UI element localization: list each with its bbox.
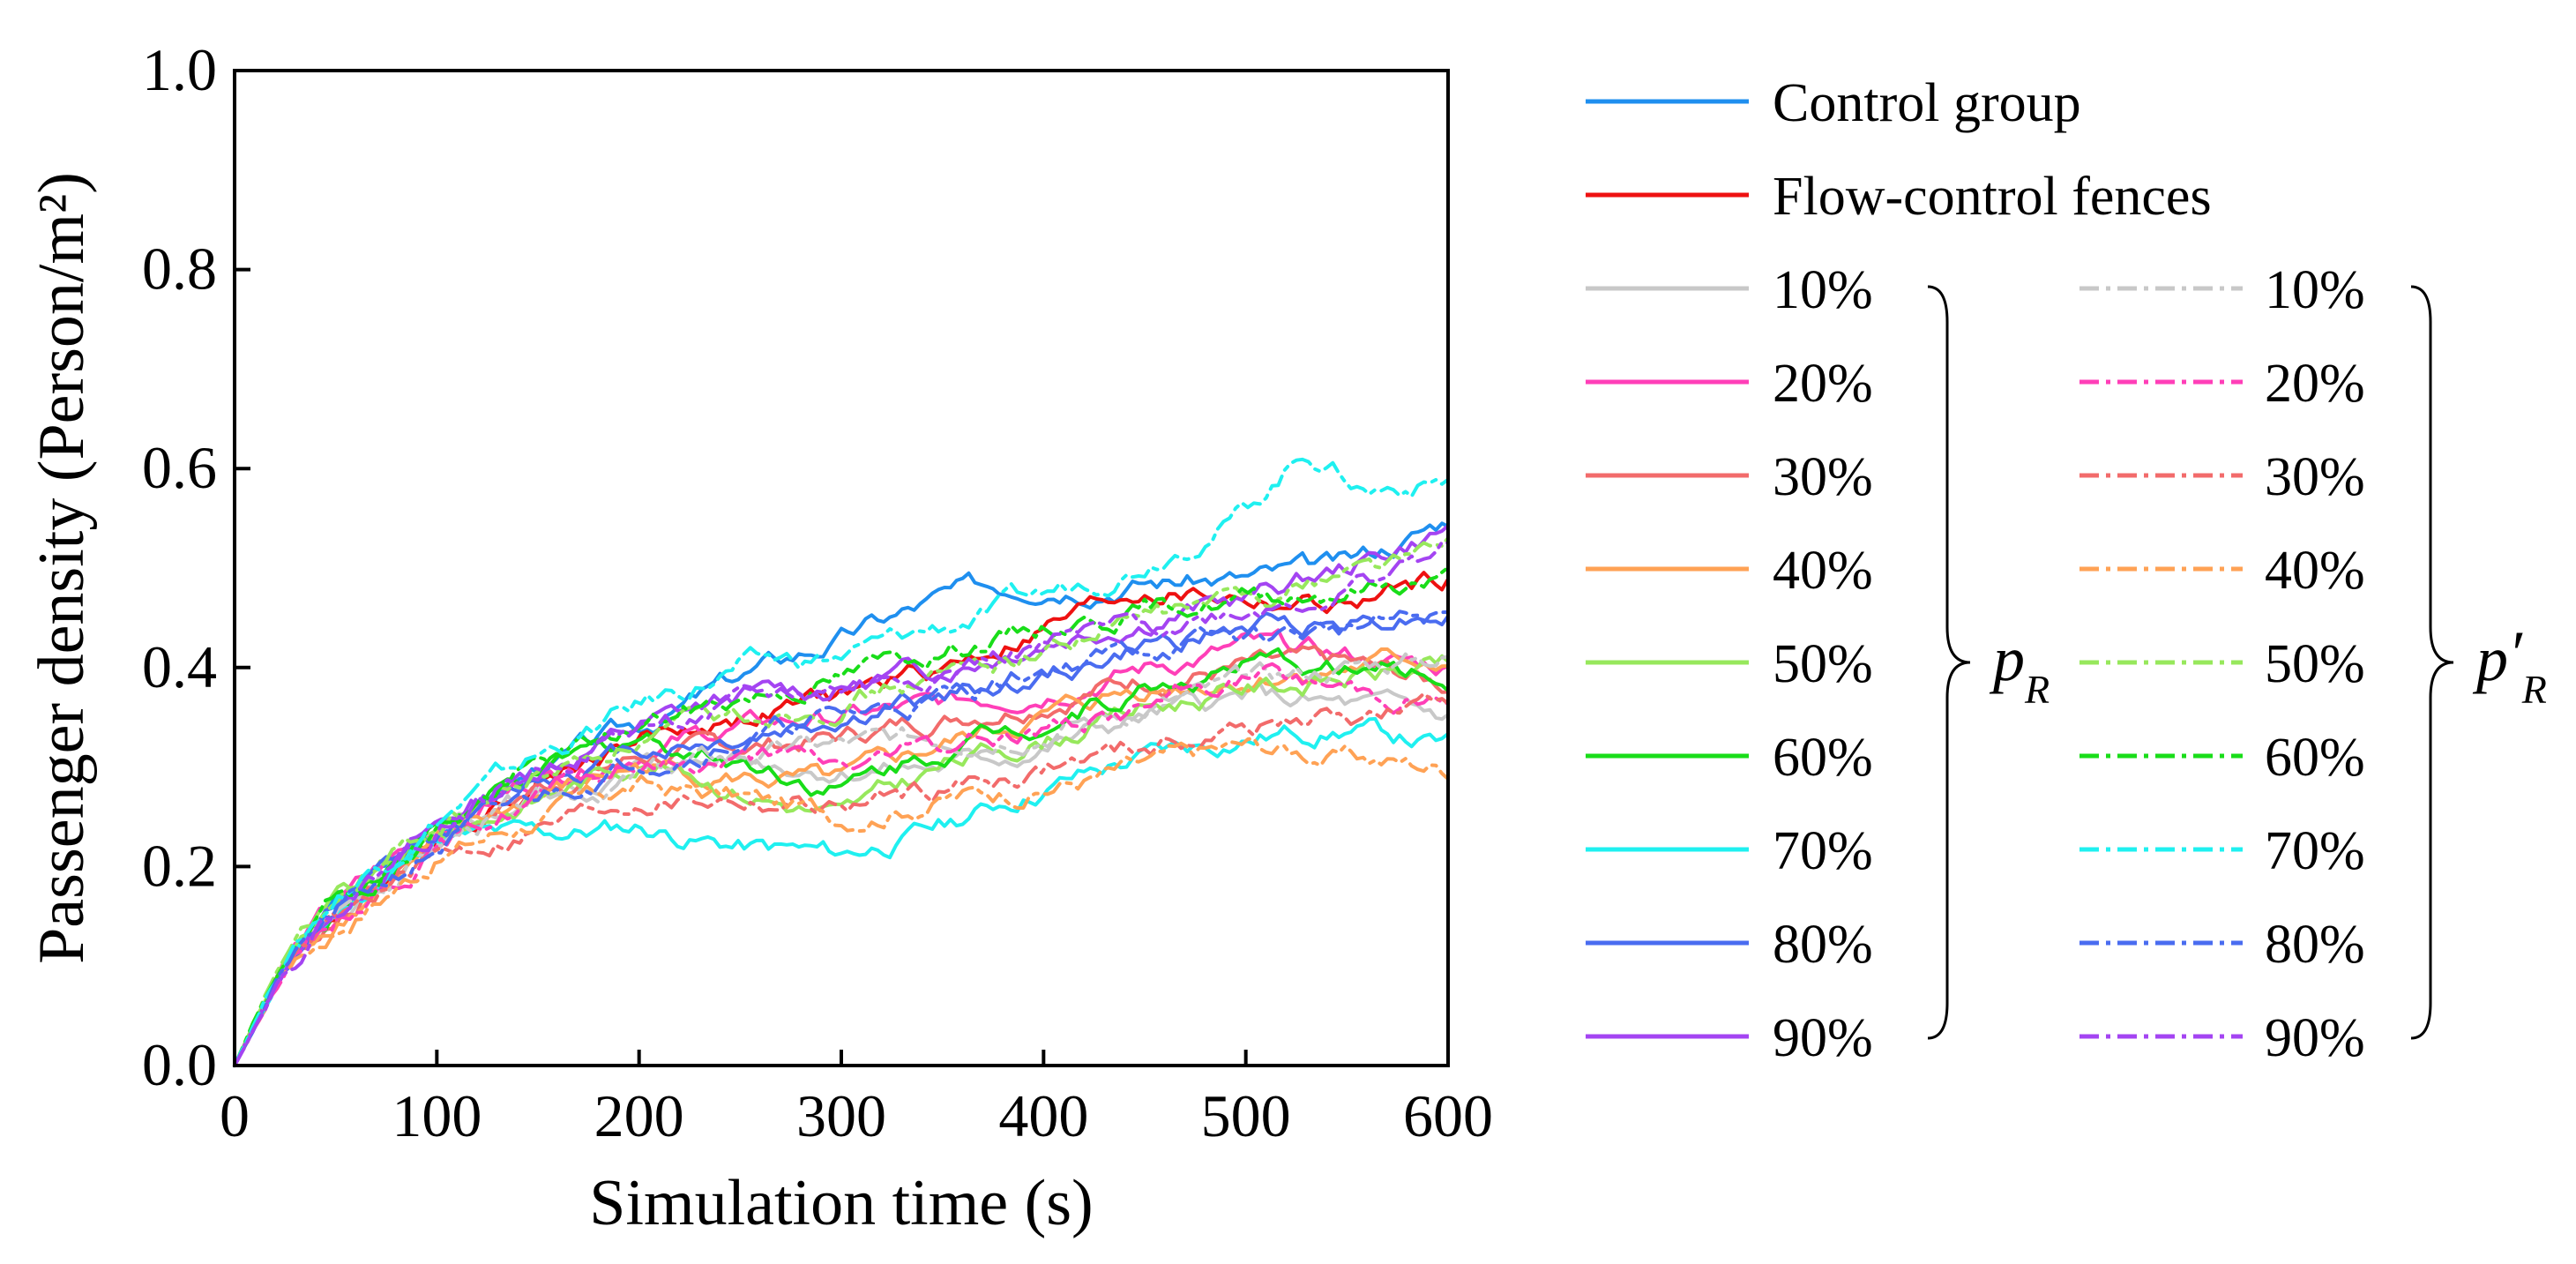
y-tick-label: 0.4 bbox=[142, 633, 217, 700]
x-tick-label: 600 bbox=[1403, 1082, 1493, 1149]
legend-label: 40% bbox=[1773, 541, 1873, 601]
series-layer bbox=[233, 457, 1450, 1067]
series-line-pR_prime-80- bbox=[233, 610, 1450, 1067]
legend-label: 90% bbox=[1773, 1008, 1873, 1068]
series-line-pR_prime-70- bbox=[233, 457, 1450, 1067]
legend-label: 60% bbox=[1773, 728, 1873, 788]
legend-label: 40% bbox=[2265, 541, 2365, 601]
legend-label: Control group bbox=[1773, 73, 2081, 133]
axes: 0 100 200 300 400 500 600 0.0 0.2 0.4 0.6 0.8 1.0 Sim… bbox=[26, 36, 1493, 1239]
series-line-pR_prime-30- bbox=[233, 692, 1450, 1067]
legend-label: 30% bbox=[2265, 447, 2365, 507]
legend-label: 20% bbox=[2265, 354, 2365, 414]
legend-label: 90% bbox=[2265, 1008, 2365, 1068]
legend-label: 60% bbox=[2265, 728, 2365, 788]
series-line-pR_prime-20- bbox=[233, 662, 1450, 1067]
group-label-pR: pR bbox=[1989, 624, 2050, 712]
y-tick-label: 0.0 bbox=[142, 1031, 217, 1098]
y-axis-title: Passenger density (Person/m²) bbox=[26, 172, 98, 964]
legend-label: 80% bbox=[1773, 915, 1873, 975]
legend-label: 80% bbox=[2265, 915, 2365, 975]
legend-label: 70% bbox=[1773, 821, 1873, 881]
legend-label: 10% bbox=[2265, 260, 2365, 320]
x-tick-label: 500 bbox=[1201, 1082, 1291, 1149]
legend-label: 50% bbox=[2265, 634, 2365, 694]
legend-label: 20% bbox=[1773, 354, 1873, 414]
x-tick-label: 400 bbox=[998, 1082, 1088, 1149]
series-line-pR-80- bbox=[233, 611, 1450, 1067]
x-axis-title: Simulation time (s) bbox=[589, 1167, 1093, 1239]
x-tick-label: 300 bbox=[796, 1082, 886, 1149]
brace-pR bbox=[1927, 285, 1971, 1040]
series-line-pR_prime-40- bbox=[233, 737, 1450, 1067]
y-tick-label: 0.2 bbox=[142, 832, 217, 899]
series-line-pR_prime-50- bbox=[233, 535, 1450, 1067]
series-line-pR-90- bbox=[233, 524, 1450, 1067]
legend-label: 30% bbox=[1773, 447, 1873, 507]
brace-pR-prime bbox=[2410, 285, 2454, 1040]
series-line-base-flow-control-fences bbox=[233, 571, 1450, 1067]
y-tick-label: 0.6 bbox=[142, 434, 217, 501]
y-tick-label: 1.0 bbox=[142, 36, 217, 103]
x-tick-label: 200 bbox=[594, 1082, 684, 1149]
y-tick-label: 0.8 bbox=[142, 236, 217, 303]
series-line-pR_prime-60- bbox=[233, 565, 1450, 1067]
legend-label: 10% bbox=[1773, 260, 1873, 320]
group-label-pR-prime: p′R bbox=[2472, 618, 2547, 712]
x-tick-label: 0 bbox=[220, 1082, 250, 1149]
legend-label: Flow-control fences bbox=[1773, 167, 2212, 227]
legend-label: 70% bbox=[2265, 821, 2365, 881]
x-tick-label: 100 bbox=[392, 1082, 482, 1149]
series-line-pR_prime-90- bbox=[233, 540, 1450, 1067]
legend-label: 50% bbox=[1773, 634, 1873, 694]
legend: Control group Flow-control fences 10% 20% 30… bbox=[1586, 73, 2547, 1068]
